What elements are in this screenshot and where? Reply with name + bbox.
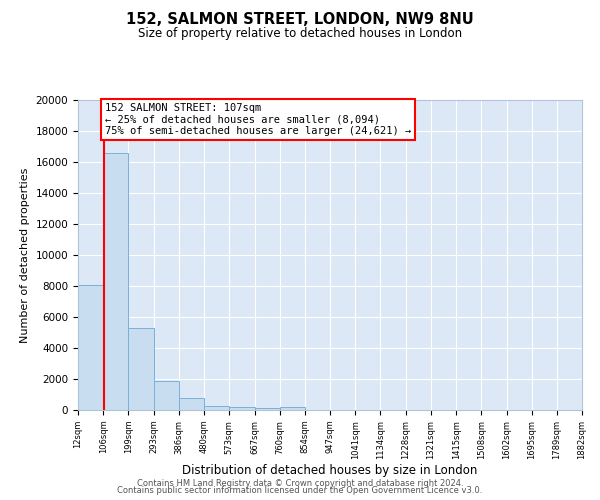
Text: Size of property relative to detached houses in London: Size of property relative to detached ho… — [138, 28, 462, 40]
Bar — [254, 408, 280, 410]
Text: 152 SALMON STREET: 107sqm
← 25% of detached houses are smaller (8,094)
75% of se: 152 SALMON STREET: 107sqm ← 25% of detac… — [104, 103, 411, 136]
Text: Contains HM Land Registry data © Crown copyright and database right 2024.: Contains HM Land Registry data © Crown c… — [137, 478, 463, 488]
Y-axis label: Number of detached properties: Number of detached properties — [20, 168, 30, 342]
Bar — [280, 407, 305, 410]
Bar — [179, 398, 204, 410]
Bar — [154, 382, 179, 410]
Bar — [229, 407, 254, 410]
Text: Contains public sector information licensed under the Open Government Licence v3: Contains public sector information licen… — [118, 486, 482, 495]
Bar — [128, 328, 154, 410]
X-axis label: Distribution of detached houses by size in London: Distribution of detached houses by size … — [182, 464, 478, 477]
Text: 152, SALMON STREET, LONDON, NW9 8NU: 152, SALMON STREET, LONDON, NW9 8NU — [126, 12, 474, 28]
Bar — [103, 152, 128, 410]
Bar — [78, 284, 103, 410]
Bar — [204, 406, 229, 410]
